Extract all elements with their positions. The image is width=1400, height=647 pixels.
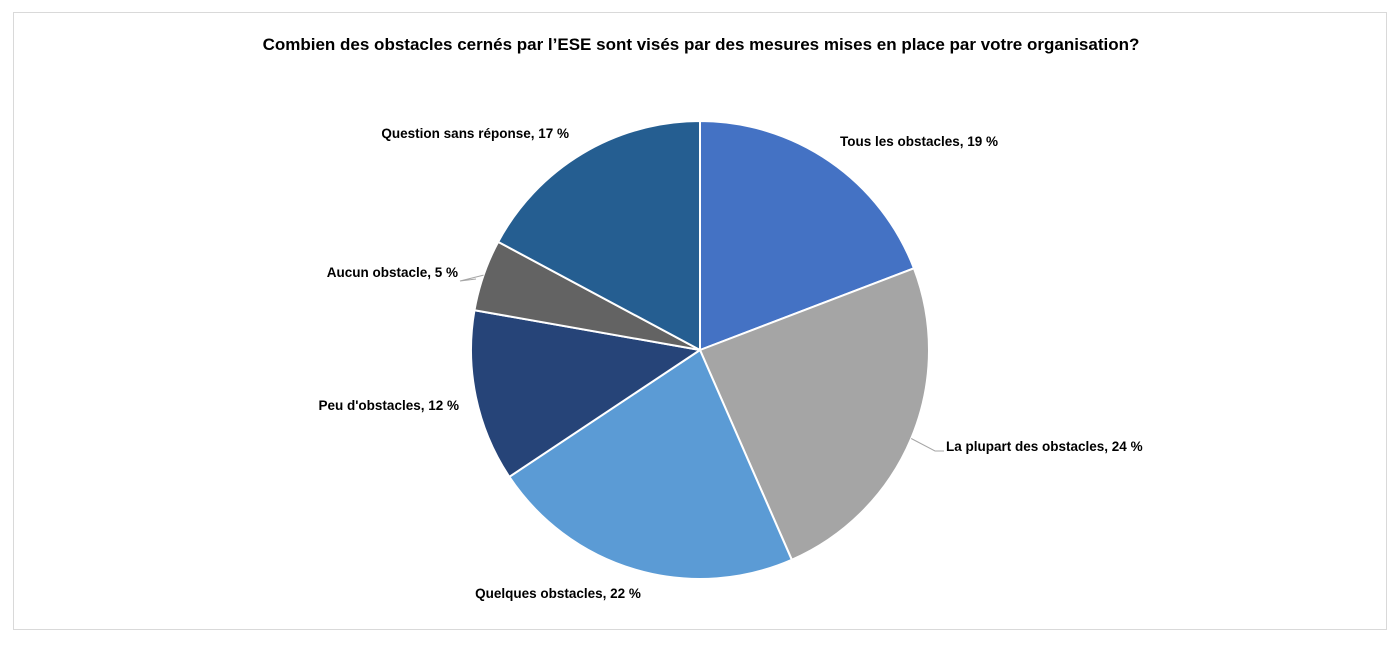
leader-line-2 [910,438,944,452]
slice-label-1: Tous les obstacles, 19 % [840,134,998,149]
slice-label-2: La plupart des obstacles, 24 % [946,439,1143,454]
slice-label-6: Question sans réponse, 17 % [381,126,569,141]
pie-slice-1 [699,119,916,352]
slice-label-4: Peu d'obstacles, 12 % [318,398,459,413]
slice-label-5: Aucun obstacle, 5 % [327,265,458,280]
pie-slice-3 [507,348,794,580]
leader-line-5 [459,274,484,282]
pie-slice-6 [496,119,701,352]
chart-title: Combien des obstacles cernés par l’ESE s… [262,35,1140,54]
slice-label-3: Quelques obstacles, 22 % [475,586,641,601]
pie-slice-4 [470,309,703,479]
